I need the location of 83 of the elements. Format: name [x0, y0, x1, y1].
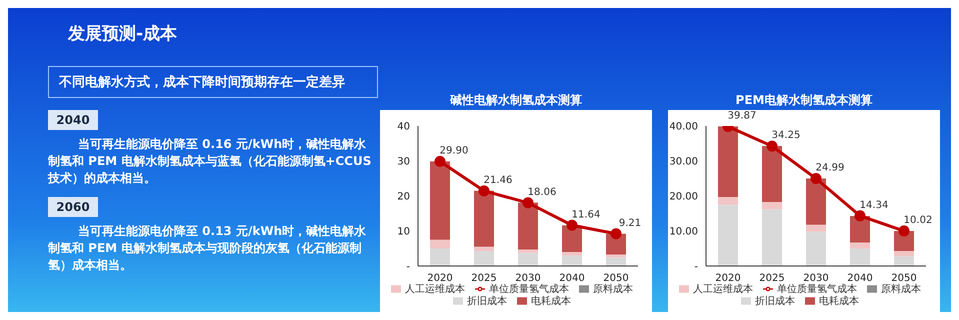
bar — [718, 126, 738, 198]
legend-label: 单位质量氢气成本 — [777, 284, 857, 295]
bar — [474, 246, 494, 251]
data-label: 18.06 — [528, 186, 556, 198]
legend-label: 人工运维成本 — [693, 284, 753, 295]
x-tick-label: 2020 — [715, 273, 741, 284]
y-tick-label: 20.00 — [669, 192, 698, 203]
data-label: 21.46 — [484, 174, 512, 186]
y-tick-label: 40 — [397, 122, 410, 133]
y-tick-label: 20 — [397, 192, 410, 203]
legend-label: 人工运维成本 — [405, 284, 465, 295]
bar — [806, 178, 826, 225]
x-tick-label: 2040 — [847, 273, 873, 284]
text: 当可再生能源电价降至 0.13 元/kWh时，碱性电解水制氢和 PEM 电解水制氢成本与现阶段的灰氢（化石能源制氢）成本相当。 — [48, 223, 368, 274]
x-tick-label: 2030 — [803, 273, 829, 284]
y-tick-label: 30 — [397, 156, 410, 168]
x-tick-label: 2050 — [891, 273, 917, 284]
point — [610, 228, 622, 240]
bar — [474, 250, 494, 266]
text: 2060 — [48, 197, 98, 217]
legend-label: 原料成本 — [593, 284, 633, 295]
x-tick-label: 2025 — [471, 273, 497, 284]
bar — [562, 252, 582, 256]
point — [810, 173, 822, 184]
point — [522, 197, 534, 208]
data-label: 34.25 — [772, 130, 800, 142]
point — [898, 225, 910, 236]
data-label: 9.21 — [618, 218, 642, 229]
legend-label: 电耗成本 — [819, 296, 859, 307]
legend-label: 单位质量氢气成本 — [489, 284, 569, 295]
bar — [806, 224, 826, 232]
bar — [430, 248, 450, 266]
x-tick-label: 2030 — [515, 273, 541, 284]
point — [434, 156, 446, 167]
y-tick-label: 10.00 — [669, 226, 698, 238]
y-tick-label: - — [406, 262, 410, 273]
bar — [762, 202, 782, 210]
bar — [718, 204, 738, 266]
bar — [518, 250, 538, 253]
bar — [518, 252, 538, 266]
bar — [606, 257, 626, 266]
legend-label: 折旧成本 — [467, 296, 507, 307]
data-label: 11.64 — [572, 209, 600, 220]
y-tick-label: 40.00 — [669, 122, 698, 133]
chart-title: 碱性电解水制氢成本测算 — [449, 92, 583, 109]
bar — [806, 232, 826, 266]
bar — [762, 146, 782, 202]
bar — [430, 161, 450, 240]
x-tick-label: 2020 — [427, 273, 453, 284]
y-tick-label: 10 — [397, 226, 410, 238]
bar — [718, 197, 738, 205]
y-tick-label: 30.00 — [669, 156, 698, 168]
data-label: 24.99 — [816, 162, 844, 174]
data-label: 10.02 — [904, 214, 932, 226]
point — [566, 220, 578, 231]
y-tick-label: - — [694, 262, 698, 273]
bar — [474, 190, 494, 247]
data-label: 29.90 — [440, 145, 468, 156]
bar — [850, 248, 870, 266]
text: 发展预测-成本 — [68, 23, 178, 45]
bar — [894, 256, 914, 266]
text: 2040 — [48, 110, 98, 130]
bar — [518, 202, 538, 250]
point — [478, 185, 490, 196]
point — [854, 210, 866, 222]
data-label: 14.34 — [860, 200, 888, 211]
bar — [606, 254, 626, 258]
legend-label: 电耗成本 — [531, 296, 571, 307]
chart-title: PEM电解水制氢成本测算 — [734, 92, 874, 109]
legend-label: 原料成本 — [881, 284, 921, 295]
bar — [850, 242, 870, 248]
x-tick-label: 2025 — [759, 273, 785, 284]
bar — [894, 250, 914, 256]
data-label: 39.87 — [728, 110, 756, 122]
text: 当可再生能源电价降至 0.16 元/kWh时，碱性电解水制氢和 PEM 电解水制氢成本与蓝氢（化石能源制氢+CCUS技术）的成本相当。 — [48, 136, 372, 187]
bar — [762, 209, 782, 266]
x-tick-label: 2040 — [559, 273, 585, 284]
text: 不同电解水方式，成本下降时间预期存在一定差异 — [48, 66, 378, 98]
x-tick-label: 2050 — [603, 273, 629, 284]
bar — [430, 240, 450, 248]
bar — [562, 256, 582, 266]
legend-label: 折旧成本 — [755, 296, 795, 307]
point — [766, 140, 778, 152]
